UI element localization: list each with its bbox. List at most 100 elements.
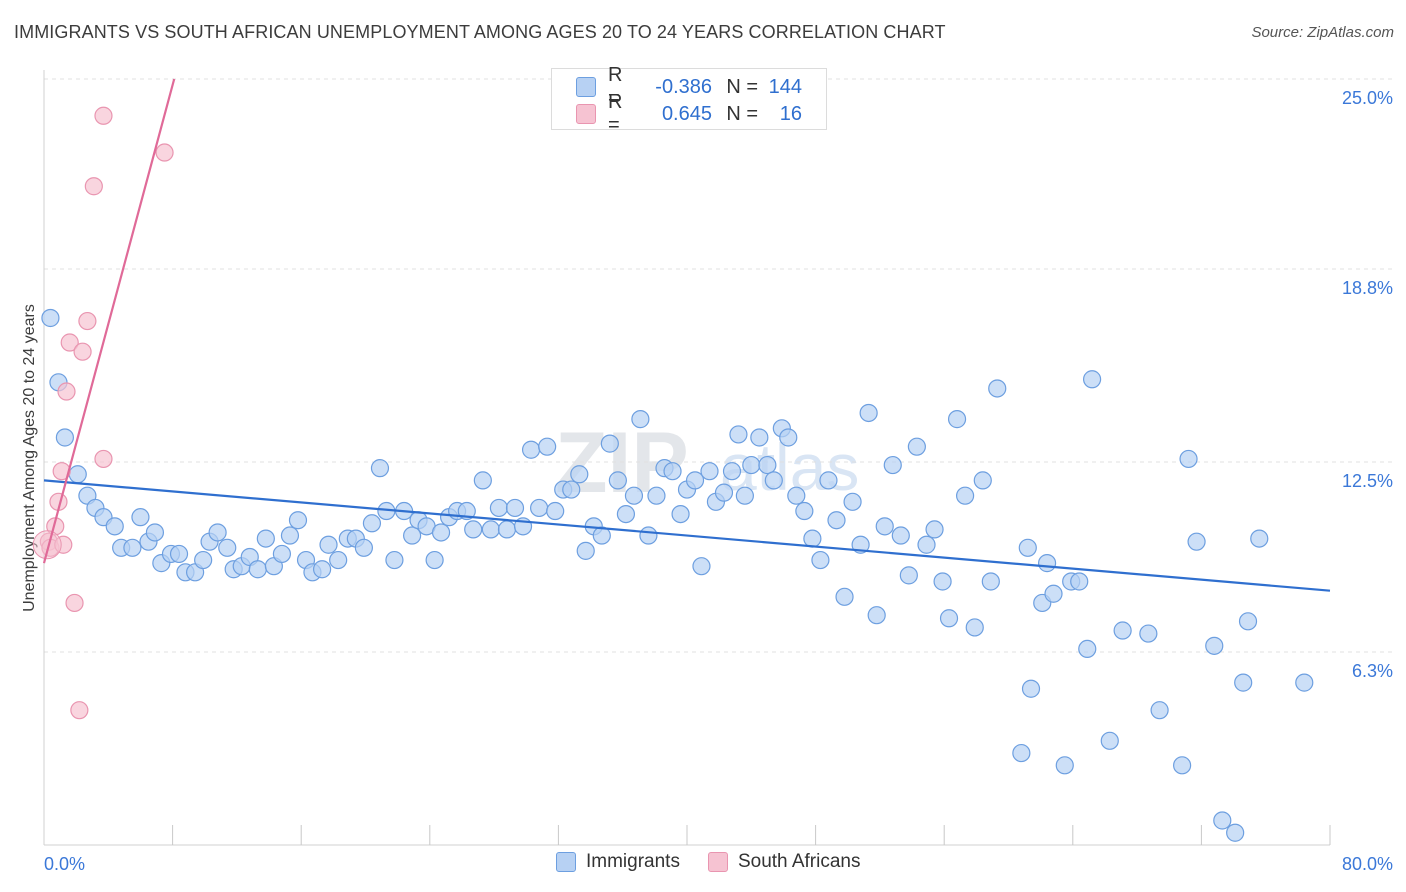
immigrants-point <box>939 609 959 628</box>
series-swatch-immigrants <box>556 852 576 872</box>
immigrants-point <box>123 538 142 557</box>
immigrants-point <box>955 486 975 505</box>
immigrants-point <box>288 511 308 530</box>
immigrants-point <box>764 471 783 490</box>
south-africans-point <box>94 106 113 125</box>
immigrants-point <box>631 410 650 429</box>
immigrants-point <box>1173 756 1192 775</box>
south-africans-point <box>155 143 174 162</box>
immigrants-point <box>538 437 557 456</box>
immigrants-point <box>312 560 332 579</box>
legend-n-label: N = <box>726 75 758 98</box>
immigrants-point <box>1234 673 1253 692</box>
immigrants-point <box>1226 823 1245 842</box>
immigrants-point <box>41 308 60 328</box>
immigrants-point <box>1205 636 1224 655</box>
chart-title: IMMIGRANTS VS SOUTH AFRICAN UNEMPLOYMENT… <box>14 22 946 42</box>
legend-row-immigrants: R = -0.386 N = 144 <box>576 64 802 109</box>
immigrants-point <box>1238 612 1258 631</box>
immigrants-point <box>280 526 300 545</box>
immigrants-point <box>354 538 373 557</box>
immigrants-point <box>1078 639 1097 659</box>
immigrants-point <box>481 520 500 539</box>
series-legend-south-africans: South Africans <box>707 851 861 873</box>
immigrants-point <box>917 535 936 554</box>
south-africans-point <box>78 311 97 331</box>
y-tick-label: 18.8% <box>1342 278 1393 298</box>
immigrants-point <box>169 544 189 564</box>
correlation-legend: R = -0.386 N = 144 R = 0.645 N = 16 <box>551 64 827 136</box>
immigrants-point <box>194 550 213 570</box>
immigrants-point <box>843 492 862 511</box>
immigrants-point <box>729 425 748 444</box>
immigrants-point <box>319 535 338 554</box>
immigrants-point <box>1250 529 1269 548</box>
south-africans-point <box>60 333 79 352</box>
immigrants-point <box>981 572 1000 591</box>
south-africans-point <box>73 342 92 361</box>
immigrants-point <box>899 566 918 585</box>
immigrants-point <box>1213 811 1232 830</box>
immigrants-point <box>68 465 87 484</box>
legend-n-value: 16 <box>779 102 802 125</box>
immigrants-point <box>883 455 902 475</box>
x-tick-labels: 0.0% 80.0% <box>44 854 1393 874</box>
south-africans-point <box>70 701 89 720</box>
y-tick-label: 12.5% <box>1342 471 1393 491</box>
immigrants-point <box>1139 624 1158 643</box>
immigrants-point <box>1055 756 1074 775</box>
immigrants-point <box>1021 679 1041 698</box>
source-label: Source: ZipAtlas.com <box>1251 24 1394 41</box>
immigrants-point <box>700 462 719 481</box>
immigrants-point <box>608 471 627 490</box>
immigrants-point <box>248 560 267 579</box>
immigrants-point <box>616 504 636 524</box>
immigrants-point <box>473 471 492 490</box>
immigrants-point <box>145 523 165 542</box>
south-africans-point <box>94 449 113 469</box>
x-ticks <box>172 825 1331 845</box>
x-tick-label-min: 0.0% <box>44 854 85 874</box>
legend-r-value: -0.386 <box>655 75 712 98</box>
immigrants-point <box>1044 584 1063 603</box>
immigrants-point <box>1187 532 1206 551</box>
series-legend: Immigrants South Africans <box>556 851 889 873</box>
immigrants-point <box>362 514 382 533</box>
legend-n-value: 144 <box>768 75 802 98</box>
immigrants-point <box>370 459 390 478</box>
immigrants-point <box>988 379 1007 398</box>
series-legend-immigrants: Immigrants <box>556 851 680 873</box>
immigrants-point <box>671 504 690 524</box>
immigrants-point <box>722 462 742 481</box>
immigrants-point <box>1037 554 1057 573</box>
immigrants-point <box>562 480 581 499</box>
y-tick-label: 6.3% <box>1352 661 1393 681</box>
y-tick-labels: 6.3% 12.5% 18.8% 25.0% <box>1342 88 1393 681</box>
immigrants-point <box>692 557 711 576</box>
immigrants-point <box>489 498 509 518</box>
immigrants-point <box>891 526 910 545</box>
immigrants-point <box>835 587 854 606</box>
immigrants-point <box>965 618 984 637</box>
immigrants-point <box>272 544 292 564</box>
south-africans-point <box>65 593 84 613</box>
legend-r-label: R = <box>608 64 623 109</box>
legend-swatch-south-africans <box>576 104 596 124</box>
immigrants-point <box>1070 572 1089 591</box>
immigrants-point <box>403 526 422 545</box>
series-label-immigrants: Immigrants <box>586 851 680 872</box>
south-africans-point <box>84 177 103 196</box>
immigrants-point <box>385 550 404 570</box>
immigrants-point <box>811 550 830 570</box>
immigrants-point <box>758 455 777 475</box>
immigrants-point <box>530 498 549 518</box>
immigrants-point <box>779 428 798 447</box>
immigrants-point <box>464 520 483 539</box>
south-africans-trend-line <box>42 78 176 564</box>
legend-swatch-immigrants <box>576 77 596 97</box>
series-label-south-africans: South Africans <box>737 851 861 872</box>
immigrants-point <box>218 538 237 557</box>
immigrants-point <box>105 517 124 536</box>
immigrants-point <box>592 526 611 545</box>
